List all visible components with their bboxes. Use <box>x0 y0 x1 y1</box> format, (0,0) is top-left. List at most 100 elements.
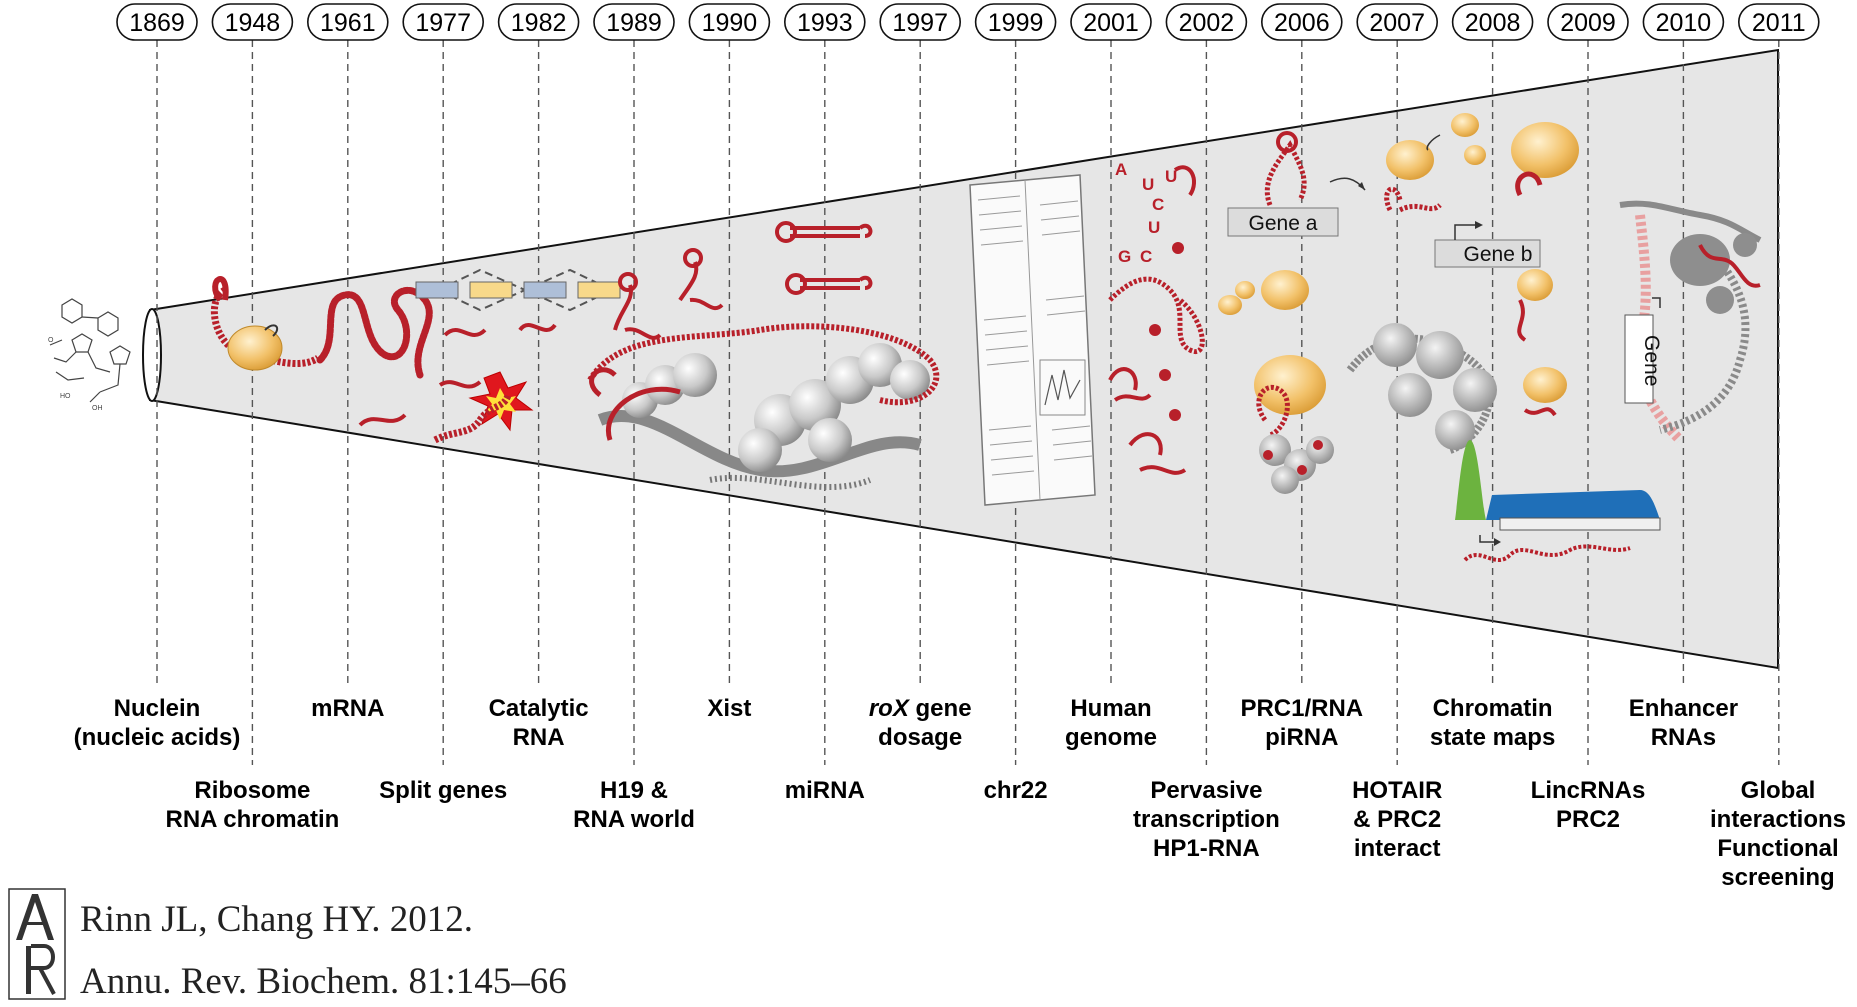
event-label-line: interactions <box>1709 806 1847 833</box>
event-label-line: roX gene <box>868 695 972 722</box>
event-label-1869: Nuclein (nucleic acids) <box>74 694 241 752</box>
year-label: 1989 <box>606 9 662 37</box>
small-rna-hairpins <box>613 248 724 340</box>
event-label-1990: Xist <box>707 694 751 723</box>
event-label-line: transcription <box>1133 806 1280 833</box>
event-label-line: Chromatin <box>1432 695 1553 722</box>
nucleotide-letter: U <box>1142 175 1154 194</box>
event-label-line: & PRC2 <box>1353 806 1442 833</box>
event-label-1999: chr22 <box>984 776 1048 805</box>
event-label-1961: mRNA <box>311 694 384 723</box>
event-label-line: RNAs <box>1650 724 1717 751</box>
event-label-2002: Pervasive transcription HP1-RNA <box>1133 776 1280 863</box>
event-label-2009: LincRNAs PRC2 <box>1531 776 1646 834</box>
year-pill: 1989 <box>593 3 675 41</box>
event-label-line: Nuclein <box>113 695 201 722</box>
event-label-line: PRC1/RNA <box>1240 695 1364 722</box>
event-label-line: Functional <box>1717 835 1839 862</box>
event-label-line: PRC2 <box>1555 806 1621 833</box>
year-markers: 1869 1948 1961 1977 1982 1989 1990 1993 1997 1999… <box>116 3 1820 41</box>
year-pill: 2007 <box>1356 3 1438 41</box>
mirna-hairpins <box>775 221 873 295</box>
event-label-line: RNA <box>512 724 565 751</box>
enhancer-dna-illustration: Gene <box>1619 200 1762 444</box>
nucleotide-letter: U <box>1165 167 1177 186</box>
year-pill: 2010 <box>1642 3 1725 41</box>
event-label-1948: Ribosome RNA chromatin <box>165 776 339 834</box>
event-label-1997: roX gene dosage <box>869 694 972 752</box>
year-pill: 2008 <box>1451 3 1534 41</box>
year-pill: 2002 <box>1165 3 1248 41</box>
year-pill: 1961 <box>306 3 389 41</box>
nucleotide-structure-sketch: O HO OH <box>48 298 131 412</box>
xist-chromatin-illustration <box>587 323 940 490</box>
year-pill: 2009 <box>1547 3 1629 41</box>
event-label-line: Global <box>1740 777 1816 804</box>
gene-label: Gene <box>1640 335 1663 386</box>
split-genes-exons <box>415 268 621 312</box>
citation-line-1: Rinn JL, Chang HY. 2012. <box>80 899 473 940</box>
event-label-line: piRNA <box>1265 724 1339 751</box>
arrow-protein <box>1426 134 1441 151</box>
year-pill: 2001 <box>1070 3 1152 41</box>
event-label-1977: Split genes <box>379 776 507 805</box>
event-label-line: chr22 <box>983 777 1048 804</box>
year-pill: 1997 <box>879 3 962 41</box>
event-label-1989: H19 & RNA world <box>573 776 695 834</box>
year-label: 2002 <box>1179 9 1235 37</box>
svg-text:OH: OH <box>92 405 103 412</box>
event-label-2006: PRC1/RNA piRNA <box>1240 694 1363 752</box>
year-pill: 1993 <box>783 3 866 41</box>
ribosome-rna-illustration <box>210 276 320 371</box>
nucleotide-letter: U <box>1148 218 1160 237</box>
year-label: 1961 <box>320 9 376 37</box>
event-label-line: genome <box>1064 724 1158 751</box>
year-pill: 1977 <box>402 3 485 41</box>
svg-text:O: O <box>48 337 54 344</box>
event-label-line: Pervasive <box>1150 777 1263 804</box>
event-label-line: Ribosome <box>194 777 311 804</box>
event-label-line: Xist <box>707 695 752 722</box>
nucleotide-letter: C <box>1152 195 1164 214</box>
year-pill: 1869 <box>116 3 198 41</box>
event-label-line: HP1-RNA <box>1153 835 1260 862</box>
year-pill: 2011 <box>1738 3 1820 41</box>
event-label-line: RNA world <box>573 806 695 833</box>
catalytic-rna-illustration <box>358 323 557 444</box>
nucleotide-letter: G <box>1118 247 1131 266</box>
cone-opening <box>142 308 162 402</box>
citation-line-2: Annu. Rev. Biochem. 81:145–66 <box>80 961 567 1002</box>
year-label: 2009 <box>1560 9 1616 37</box>
year-label: 1977 <box>415 9 471 37</box>
event-label-line: RNA chromatin <box>165 806 340 833</box>
event-label-1982: Catalytic RNA <box>489 694 589 752</box>
gene-a-label: Gene a <box>1249 212 1318 235</box>
year-label: 1999 <box>988 9 1044 37</box>
year-label: 2011 <box>1752 9 1806 37</box>
year-pill: 1999 <box>974 3 1057 41</box>
year-label: 2010 <box>1656 9 1712 37</box>
event-label-line: HOTAIR <box>1352 777 1443 804</box>
year-pill: 1948 <box>211 3 294 41</box>
event-label-line: LincRNAs <box>1530 777 1646 804</box>
event-label-2007: HOTAIR & PRC2 interact <box>1352 776 1442 863</box>
year-label: 2008 <box>1465 9 1521 37</box>
year-pill: 1982 <box>497 3 580 41</box>
year-label: 1869 <box>129 9 185 37</box>
event-label-line: screening <box>1721 864 1835 891</box>
year-label: 1993 <box>797 9 853 37</box>
year-label: 1990 <box>702 9 758 37</box>
prc1-protein-illustration <box>1218 270 1334 494</box>
event-label-line: Human <box>1070 695 1152 722</box>
nucleotide-letter: A <box>1115 160 1127 179</box>
year-label: 2006 <box>1274 9 1330 37</box>
year-pill: 1990 <box>688 3 771 41</box>
human-genome-rna-illustration <box>1108 165 1205 475</box>
year-label: 2007 <box>1369 9 1425 37</box>
year-pill: 2006 <box>1261 3 1343 41</box>
event-label-2008: Chromatin state maps <box>1430 694 1555 752</box>
event-label-2010: Enhancer RNAs <box>1629 694 1738 752</box>
svg-text:HO: HO <box>60 393 71 400</box>
chr22-sequence-sheet <box>969 174 1096 506</box>
